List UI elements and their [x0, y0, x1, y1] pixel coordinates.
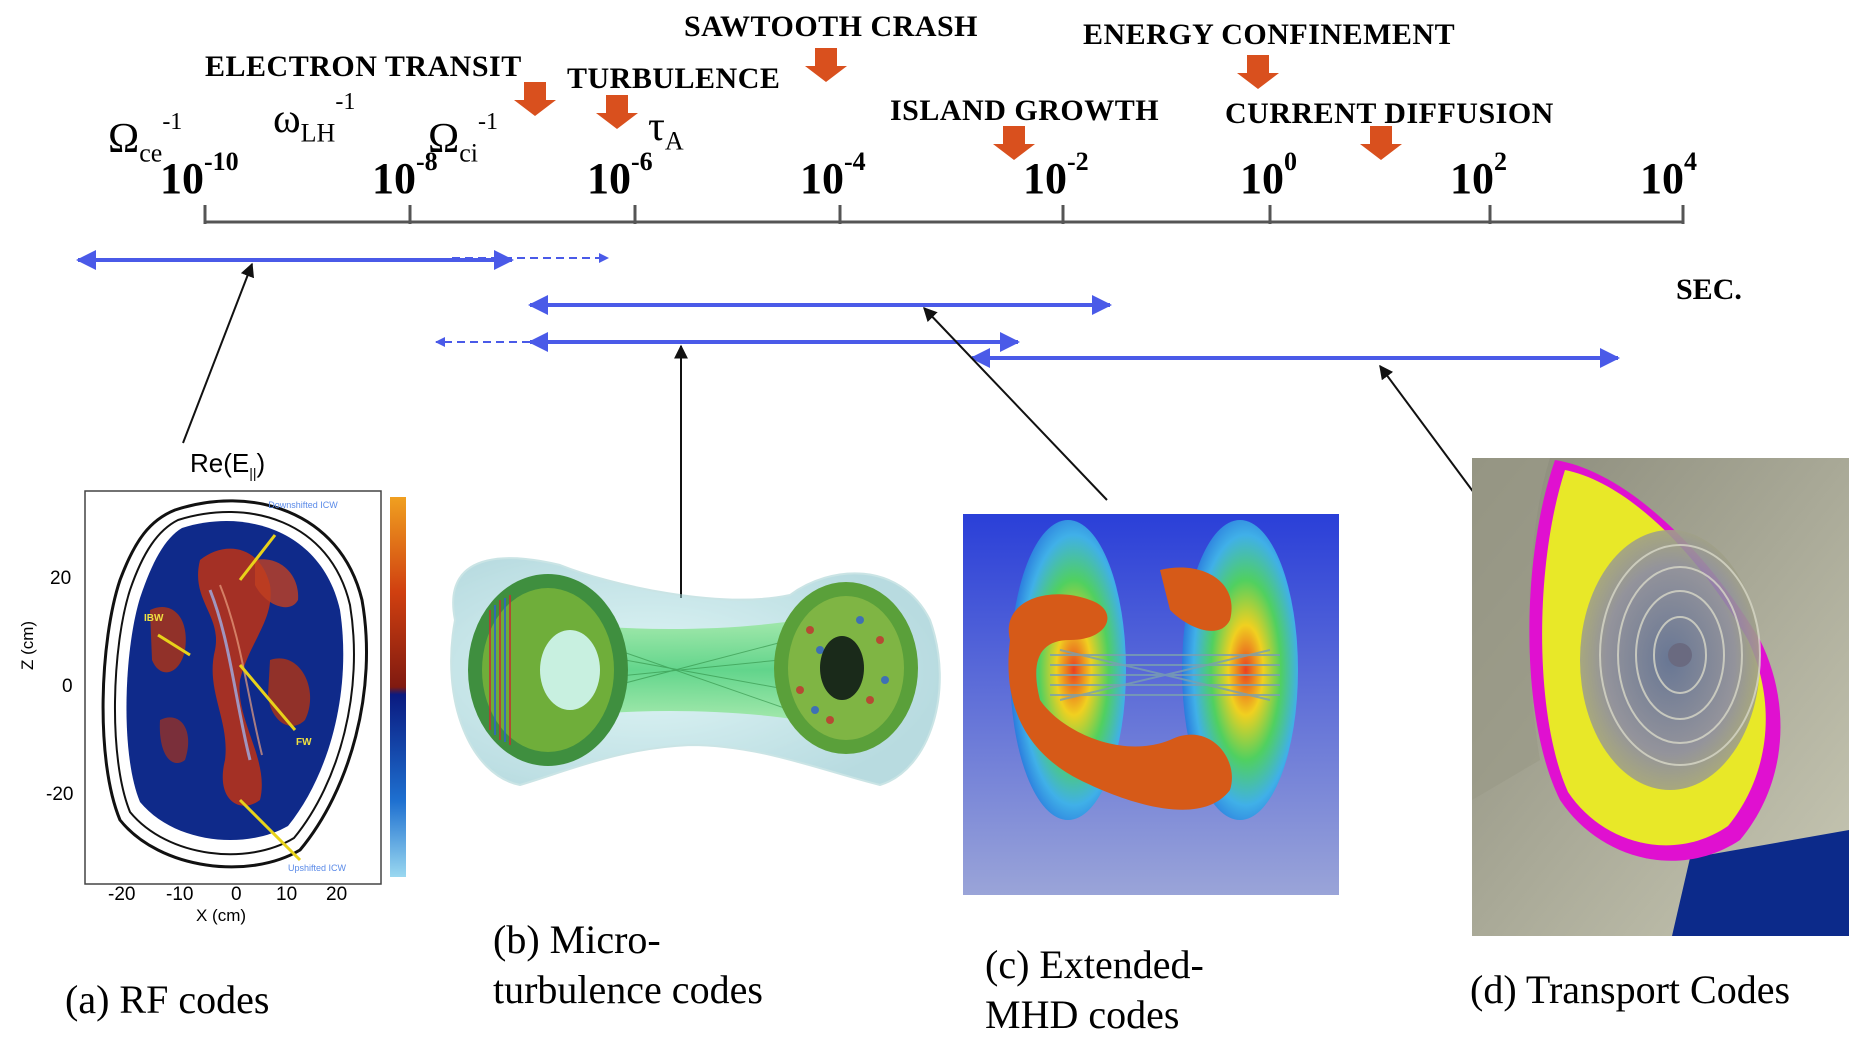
event-label-turbulence: TURBULENCE [567, 62, 781, 95]
axis-unit-label: SEC. [1676, 273, 1742, 306]
panel-a-annotation: IBW [144, 613, 164, 624]
tick-label: 10-4 [800, 147, 866, 203]
event-label-energy: ENERGY CONFINEMENT [1083, 18, 1456, 51]
energy-arrow [1237, 55, 1279, 89]
tick-label: 10-2 [1023, 147, 1089, 203]
caption-c: (c) Extended- MHD codes [985, 942, 1204, 1037]
caption-a: (a) RF codes [65, 977, 270, 1022]
panel-a-rf-plot [84, 490, 406, 885]
panel-a-title: Re(E||) [190, 448, 266, 482]
panel-a-ytick: -20 [46, 784, 74, 805]
panel-a-xtick: 0 [231, 884, 242, 905]
panel-a-ytick: 0 [62, 676, 73, 697]
tick-label: 10-6 [587, 147, 653, 203]
symbol-omega-ce: Ωce-1 [108, 109, 183, 168]
tick-label: 104 [1640, 147, 1697, 203]
island-arrow [993, 126, 1035, 160]
event-label-island: ISLAND GROWTH [890, 94, 1160, 127]
panel-a-ylabel: Z (cm) [18, 620, 37, 670]
time-axis [203, 205, 1685, 224]
symbol-omega-ci: Ωci-1 [428, 109, 498, 168]
panel-a-ytick: 20 [50, 568, 72, 589]
caption-d: (d) Transport Codes [1470, 967, 1791, 1012]
panel-d-transport-image [1472, 458, 1849, 936]
panel-b-turbulence-image [450, 557, 941, 787]
panel-a-xtick: -20 [108, 884, 136, 905]
code-range-arrows [76, 250, 1620, 368]
panel-a-xtick: 10 [276, 884, 298, 905]
tick-label: 102 [1450, 147, 1507, 203]
tick-label: 10-8 [372, 147, 438, 203]
event-arrows [514, 48, 1402, 160]
event-label-sawtooth: SAWTOOTH CRASH [684, 10, 979, 43]
tick-label: 10-10 [160, 147, 239, 203]
caption-b: (b) Micro-turbulence codes [493, 917, 763, 1012]
tick-label: 100 [1240, 147, 1297, 203]
turbulence-arrow [596, 95, 638, 129]
sawtooth-arrow [805, 48, 847, 82]
pointer-lines [182, 262, 1484, 598]
event-label-current: CURRENT DIFFUSION [1225, 97, 1554, 130]
panel-a-xlabel: X (cm) [196, 906, 247, 925]
current-arrow [1360, 126, 1402, 160]
panel-c-mhd-image [963, 514, 1339, 895]
panel-a-xtick: 20 [326, 884, 348, 905]
panel-a-xtick: -10 [166, 884, 194, 905]
panel-a-annotation: Downshifted ICW [268, 500, 338, 510]
event-label-electron: ELECTRON TRANSIT [205, 50, 522, 83]
electron-arrow [514, 82, 556, 116]
symbol-omega-lh: ωLH-1 [273, 89, 356, 148]
symbol-tau-a: τA [648, 104, 684, 156]
panel-a-annotation: Upshifted ICW [288, 863, 347, 873]
panel-a-annotation: FW [296, 737, 312, 748]
